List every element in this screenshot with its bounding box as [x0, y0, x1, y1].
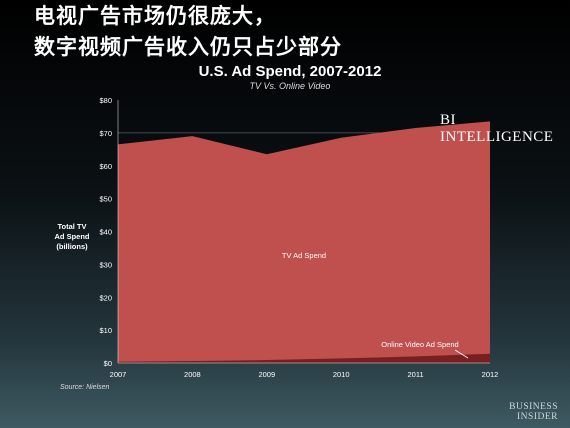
business-insider-logo-line: BUSINESS [509, 402, 558, 412]
headline-line-1: 电视广告市场仍很庞大， [34, 4, 276, 28]
y-axis-label-line: (billions) [56, 242, 88, 251]
x-tick-label: 2011 [408, 370, 424, 379]
x-tick-label: 2008 [184, 370, 201, 379]
y-tick-label: $20 [99, 293, 112, 302]
tv-ad-spend-area [118, 121, 490, 364]
y-tick-label: $0 [104, 359, 112, 368]
plot-area: $0 $10 $20 $30 $40 $50 $60 $70 $80 2007 2008 2009 20… [99, 96, 498, 379]
online-video-ad-spend-label: Online Video Ad Spend [381, 340, 458, 349]
business-insider-logo: BUSINESS INSIDER [509, 402, 558, 422]
y-axis-label: Total TV Ad Spend (billions) [48, 222, 96, 252]
y-tick-label: $30 [99, 260, 112, 269]
chart-title: U.S. Ad Spend, 2007-2012 [198, 63, 382, 80]
chart-subtitle: TV Vs. Online Video [249, 81, 331, 91]
y-tick-label: $10 [99, 326, 112, 335]
headline-line-2: 数字视频广告收入仍只占少部分 [34, 35, 342, 59]
y-tick-label: $50 [99, 195, 112, 204]
y-tick-label: $40 [99, 228, 112, 237]
tv-ad-spend-label: TV Ad Spend [282, 251, 326, 260]
x-tick-label: 2012 [482, 370, 499, 379]
business-insider-logo-line: INSIDER [517, 412, 558, 422]
y-tick-label: $60 [99, 162, 112, 171]
y-tick-label: $70 [99, 129, 112, 138]
y-axis-label-line: Ad Spend [54, 232, 90, 241]
y-tick-label: $80 [99, 96, 112, 105]
y-axis-label-line: Total TV [57, 222, 87, 231]
online-video-label-pointer [454, 349, 469, 359]
x-tick-label: 2007 [110, 370, 127, 379]
source-note: Source: Nielsen [60, 384, 110, 391]
online-video-ad-spend-area [118, 353, 490, 363]
bi-intelligence-logo: BI INTELLIGENCE [440, 112, 554, 145]
x-tick-label: 2010 [333, 370, 350, 379]
x-tick-label: 2009 [258, 370, 275, 379]
